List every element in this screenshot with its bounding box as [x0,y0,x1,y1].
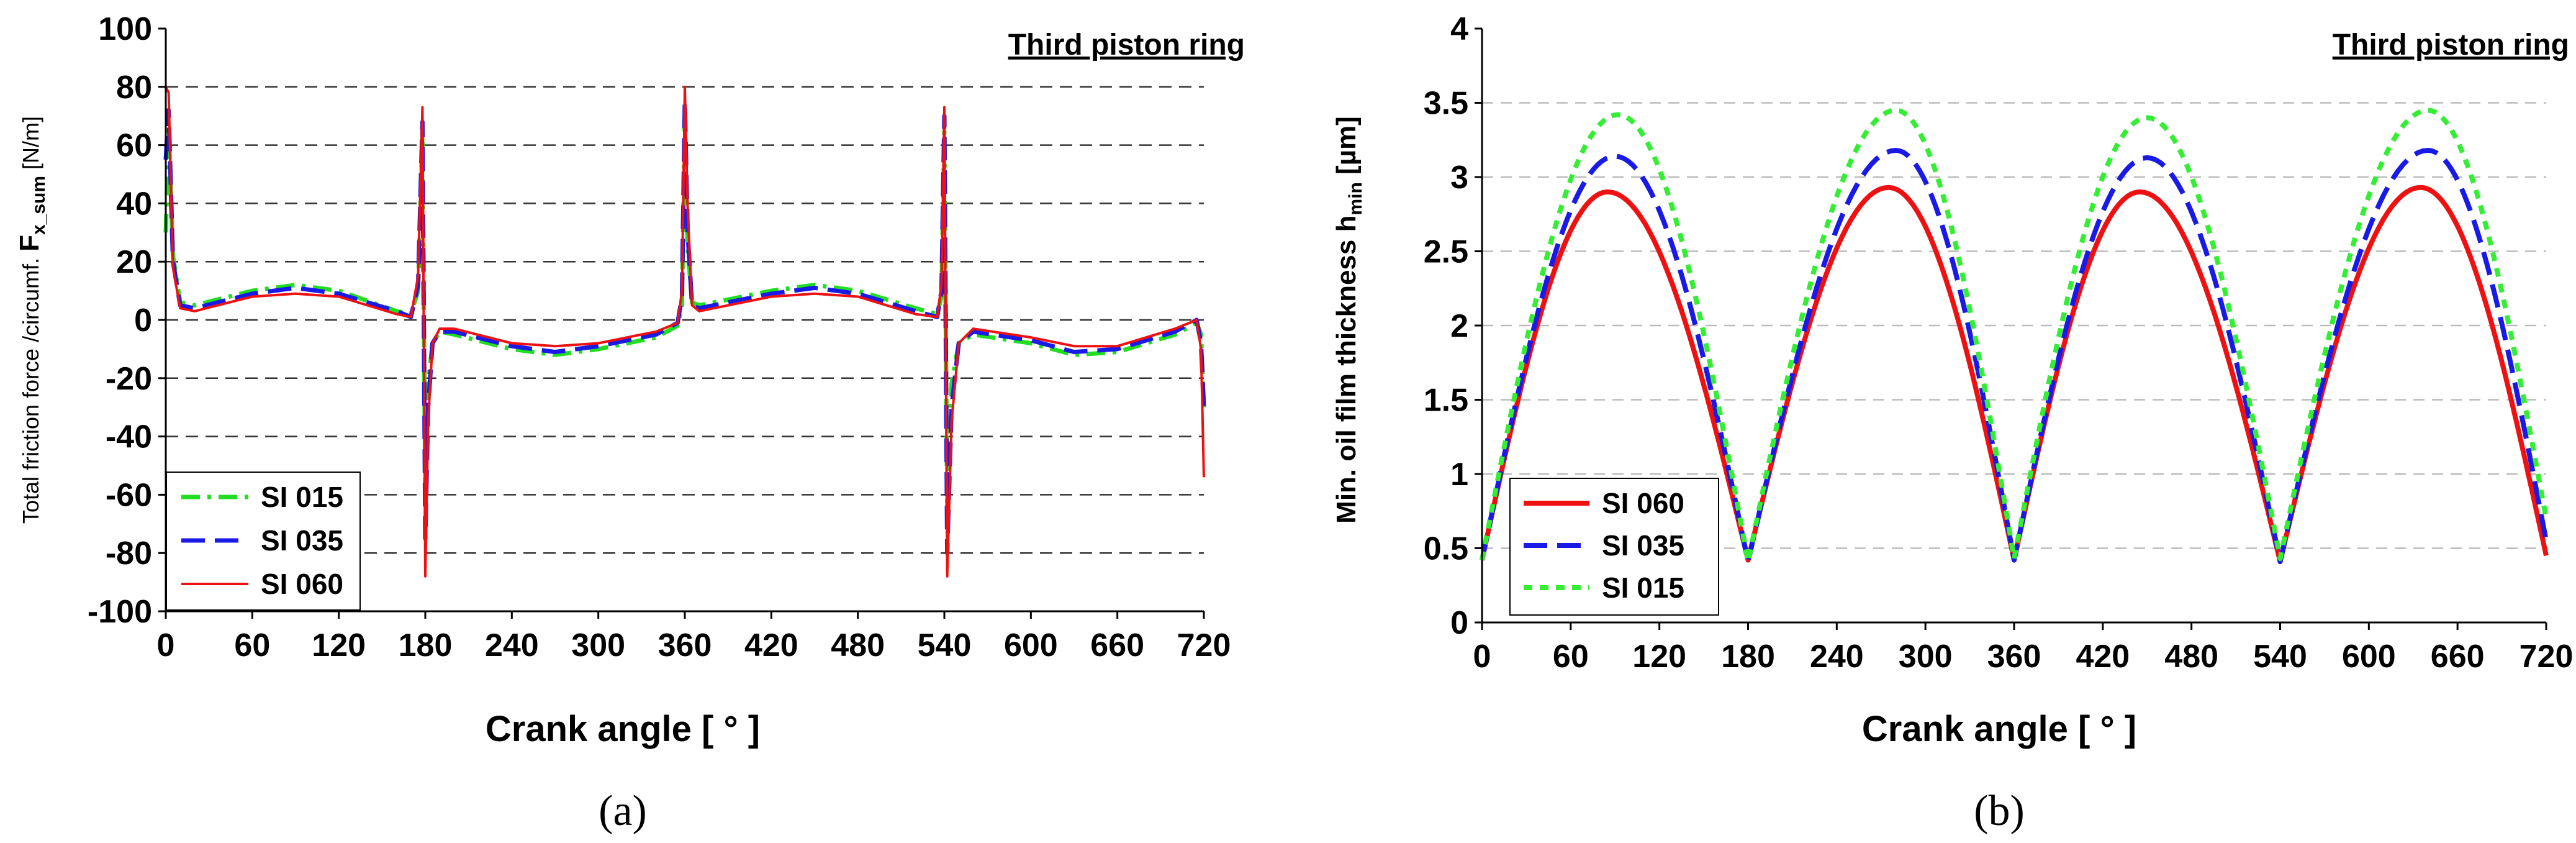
panel-b-ylabel-unit: [µm] [1331,116,1362,182]
panel-a-x-tick-label: 420 [744,627,798,663]
panel-b-y-tick-label: 1 [1450,457,1468,493]
panel-b-y-axis-label: Min. oil film thickness hmin [µm] [1331,116,1366,524]
panel-a-legend-label: SI 060 [261,568,343,600]
panel-a-x-tick-label: 660 [1090,627,1144,663]
panel-a-y-tick-label: 0 [134,303,152,339]
panel-a-x-tick-label: 720 [1177,627,1231,663]
panel-b-series [1480,107,2549,564]
panel-b-series-line [1480,107,2549,564]
panel-b-legend-label: SI 035 [1602,529,1684,562]
panel-a-ylabel-unit: [N/m] [18,116,43,176]
panel-b-ylabel-prefix: Min. oil film thickness h [1331,216,1362,524]
panel-a-x-tick-label: 300 [571,627,625,663]
panel-b-x-tick-label: 660 [2431,639,2485,675]
panel-a-x-axis-label: Crank angle [ ° ] [486,709,760,749]
panel-a-y-tick-label: -20 [106,361,152,397]
panel-a-legend: SI 015 SI 035 SI 060 [166,472,361,611]
panel-a-ylabel-prefix: Total friction force /circumf. [18,252,43,524]
panel-a-x-tick-label: 180 [399,627,453,663]
panel-a-legend-label: SI 015 [261,481,343,513]
panel-a-y-tick-label: 60 [116,128,152,164]
panel-a-x-tick-label: 60 [234,627,270,663]
panel-b-y-tick-labels: 0 0.5 1 1.5 2 2.5 3 3.5 4 [1424,11,1468,641]
panel-b-x-tick-label: 720 [2520,639,2574,675]
panel-b-x-tick-label: 420 [2076,639,2130,675]
panel-a-y-tick-label: 100 [98,11,152,47]
panel-b-x-tick-label: 360 [1987,639,2041,675]
panel-b-y-tick-label: 2 [1450,308,1468,344]
panel-b-y-tick-label: 0 [1450,605,1468,641]
panel-b-series-line [1480,148,2549,564]
panel-b-title: Third piston ring [2333,29,2569,62]
panel-a-y-tick-label: -40 [106,419,152,455]
panel-b-legend-label: SI 015 [1602,572,1684,604]
panel-b-x-tick-label: 120 [1632,639,1686,675]
panel-a-friction-force: -100 -80 -60 -40 -20 0 20 40 60 80 100 0 60 120 180 24… [14,11,1245,835]
panel-a-legend-label: SI 035 [261,524,343,557]
panel-b-x-tick-label: 180 [1721,639,1775,675]
panel-a-y-axis-label: Total friction force /circumf. Fx_sum [N… [14,116,49,524]
panel-b-y-tick-label: 4 [1450,11,1468,47]
panel-a-series-line [163,99,1206,555]
panel-b-y-tick-label: 3 [1450,160,1468,196]
panel-a-x-tick-label: 240 [485,627,539,663]
panel-b-x-tick-label: 600 [2342,639,2396,675]
panel-a-x-tick-label: 360 [658,627,712,663]
panel-b-ylabel-subscript: min [1345,182,1366,215]
panel-b-x-tick-label: 540 [2253,639,2307,675]
panel-b-x-tick-label: 60 [1553,639,1589,675]
panel-b-x-axis-label: Crank angle [ ° ] [1862,709,2136,749]
panel-b-oil-film-thickness: 0 0.5 1 1.5 2 2.5 3 3.5 4 0 60 120 180 240 300 360 420 4… [1331,11,2573,835]
panel-b-x-tick-label: 300 [1899,639,1953,675]
panel-a-x-tick-label: 600 [1004,627,1058,663]
panel-a-series [163,85,1206,578]
panel-b-x-tick-label: 240 [1810,639,1864,675]
panel-b-caption: (b) [1974,787,2025,835]
panel-b-y-tick-label: 3.5 [1424,86,1468,122]
panel-a-y-tick-labels: -100 -80 -60 -40 -20 0 20 40 60 80 100 [88,11,152,630]
panel-a-y-tick-label: 40 [116,186,152,222]
panel-a-y-tick-label: -80 [106,535,152,572]
panel-b-y-tick-label: 1.5 [1424,383,1468,419]
panel-a-y-tick-label: -60 [106,477,152,513]
panel-a-x-tick-label: 120 [312,627,366,663]
panel-a-series-line [165,85,1205,578]
panel-b-legend: SI 060 SI 035 SI 015 [1509,478,1719,616]
panel-a-y-tick-label: -100 [88,594,152,630]
panel-b-x-tick-label: 480 [2164,639,2218,675]
panel-a-x-tick-label: 480 [831,627,885,663]
panel-a-y-tick-label: 20 [116,244,152,280]
panel-a-caption: (a) [599,787,647,835]
panel-b-x-tick-labels: 0 60 120 180 240 300 360 420 480 540 600 660 720 [1473,639,2574,675]
panel-b-legend-label: SI 060 [1602,487,1684,519]
panel-a-x-tick-label: 540 [918,627,972,663]
panel-a-y-tick-label: 80 [116,70,152,106]
panel-a-x-tick-label: 0 [157,627,175,663]
panel-b-axes [1475,27,2547,630]
panel-b-y-tick-label: 0.5 [1424,531,1468,567]
panel-b-y-tick-label: 2.5 [1424,234,1468,270]
panel-b-x-tick-label: 0 [1473,639,1491,675]
panel-a-ylabel-subscript: x_sum [29,176,49,235]
panel-a-x-tick-labels: 0 60 120 180 240 300 360 420 480 540 600 660 720 [157,627,1231,663]
panel-a-title: Third piston ring [1008,29,1245,62]
panel-a-ylabel-symbol: F [14,235,45,252]
